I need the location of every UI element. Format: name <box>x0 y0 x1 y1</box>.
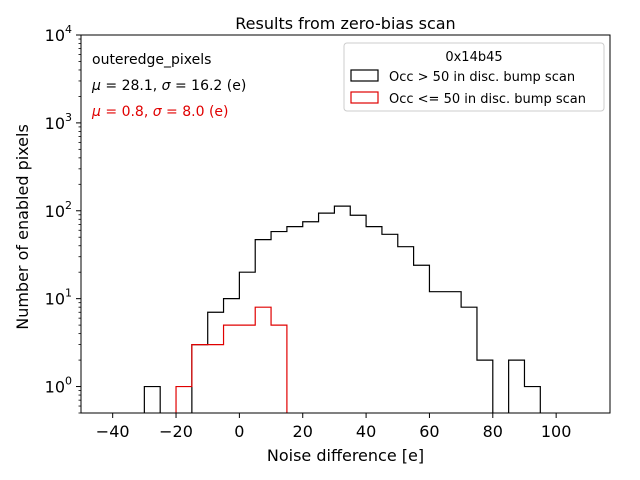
y-tick-label: 100 <box>45 375 72 397</box>
histogram-bin-occ-gt-50 <box>509 360 525 413</box>
y-axis: 100 101 102 103 104 <box>45 23 81 414</box>
histogram-bin-occ-le-50 <box>239 325 255 413</box>
histogram-bin-occ-gt-50 <box>429 292 445 413</box>
x-tick-label: 20 <box>293 422 313 441</box>
histogram-bin-occ-gt-50 <box>319 213 335 413</box>
histogram-bin-occ-le-50 <box>208 345 224 413</box>
histogram-bin-occ-gt-50 <box>461 307 477 413</box>
plot-frame <box>80 34 611 414</box>
x-tick-label: 40 <box>356 422 376 441</box>
histogram-bin-occ-gt-50 <box>477 360 493 413</box>
x-tick-label: 80 <box>483 422 503 441</box>
legend-swatch-occ-gt-50 <box>350 69 379 82</box>
y-tick-label: 104 <box>45 23 72 45</box>
x-tick-label: 100 <box>541 422 572 441</box>
y-tick-label: 102 <box>45 199 72 221</box>
legend-swatch-occ-le-50 <box>350 91 379 104</box>
histogram-bin-occ-le-50 <box>176 387 192 413</box>
histogram-series-occ-le-50 <box>175 306 288 413</box>
legend-frame <box>343 42 605 112</box>
legend-label-occ-le-50: Occ <= 50 in disc. bump scan <box>389 92 586 107</box>
histogram-bin-occ-gt-50 <box>144 387 160 413</box>
legend-title: 0x14b45 <box>445 50 502 65</box>
histogram-bin-occ-gt-50 <box>398 247 414 413</box>
histogram-bin-occ-gt-50 <box>382 234 398 413</box>
x-tick-label: −20 <box>159 422 193 441</box>
histogram-bin-occ-le-50 <box>271 325 287 413</box>
legend: 0x14b45 Occ > 50 in disc. bump scan Occ … <box>343 42 605 112</box>
y-tick-label: 103 <box>45 111 72 133</box>
x-tick-label: 0 <box>234 422 244 441</box>
histogram-bin-occ-le-50 <box>255 307 271 413</box>
plot-area <box>143 205 541 413</box>
histogram-bin-occ-le-50 <box>192 345 208 413</box>
x-axis-label: Noise difference [e] <box>267 446 424 465</box>
histogram-bin-occ-gt-50 <box>366 227 382 413</box>
chart-title: Results from zero-bias scan <box>235 14 455 33</box>
legend-label-occ-gt-50: Occ > 50 in disc. bump scan <box>389 70 575 85</box>
histogram-bin-occ-le-50 <box>224 325 240 413</box>
histogram-bin-occ-gt-50 <box>334 206 350 413</box>
histogram-bin-occ-gt-50 <box>350 215 366 413</box>
annotation-pixel-group: outeredge_pixels <box>92 52 211 68</box>
histogram-bin-occ-gt-50 <box>445 292 461 413</box>
histogram-bin-occ-gt-50 <box>287 227 303 413</box>
y-tick-label: 101 <box>45 287 72 309</box>
x-tick-label: −40 <box>96 422 130 441</box>
histogram-bin-occ-gt-50 <box>524 387 540 413</box>
x-axis: −40 −20 0 20 40 60 80 100 <box>96 413 572 441</box>
histogram-bin-occ-gt-50 <box>414 265 430 413</box>
y-axis-label: Number of enabled pixels <box>13 124 32 330</box>
histogram-bin-occ-gt-50 <box>303 222 319 413</box>
x-tick-label: 60 <box>419 422 439 441</box>
histogram-series-occ-gt-50 <box>143 205 541 413</box>
annotation-stats-occ-le-50: μ = 0.8, σ = 8.0 (e) <box>91 104 229 120</box>
annotation-stats-occ-gt-50: μ = 28.1, σ = 16.2 (e) <box>91 78 246 94</box>
